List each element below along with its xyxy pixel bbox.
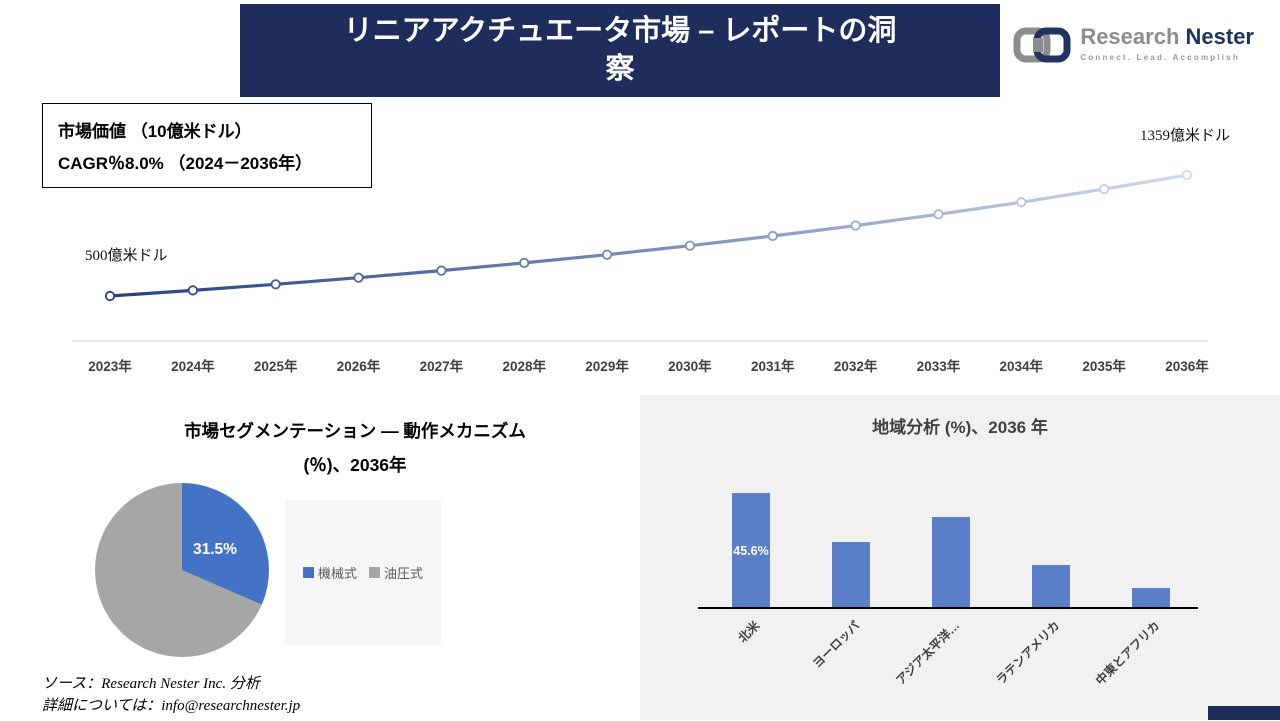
line-path bbox=[109, 173, 1188, 298]
line-marker bbox=[436, 265, 447, 276]
bar-category-label: ラテンアメリカ bbox=[993, 618, 1063, 688]
line-marker bbox=[104, 290, 116, 302]
pie-chart-title: 市場セグメンテーション ― 動作メカニズム bbox=[184, 421, 526, 441]
bar-area: 45.6% bbox=[640, 395, 1280, 608]
line-chart bbox=[72, 169, 1208, 342]
bar-category-label: 北米 bbox=[735, 618, 763, 646]
pie-chart: 31.5% bbox=[95, 483, 269, 657]
line-series bbox=[104, 169, 1193, 302]
bar-category-label: 中東とアフリカ bbox=[1093, 618, 1163, 688]
legend-swatch-icon bbox=[369, 567, 380, 578]
bar bbox=[1132, 587, 1170, 608]
bar bbox=[1032, 565, 1070, 608]
x-axis-label: 2034年 bbox=[999, 359, 1044, 374]
x-axis-label: 2026年 bbox=[336, 359, 381, 374]
legend-swatch-icon bbox=[302, 567, 314, 578]
line-marker bbox=[270, 279, 281, 290]
source-line: ソース：Research Nester Inc. 分析 bbox=[42, 676, 260, 692]
cagr-label: CAGR％8.0% （2024－2036年） bbox=[58, 154, 313, 173]
bar-data-label: 45.6% bbox=[733, 543, 769, 558]
brand-text: Research Nester Connect. Lead. Accomplis… bbox=[1080, 24, 1254, 62]
legend-label: 機械式 bbox=[317, 566, 357, 581]
details-line: 詳細については：info@researchnester.jp bbox=[42, 698, 301, 714]
pie-chart-subtitle: (％)、2036年 bbox=[303, 455, 407, 475]
x-axis-label: 2029年 bbox=[585, 359, 629, 374]
pie-data-label: 31.5% bbox=[193, 541, 237, 558]
x-axis-label: 2028年 bbox=[502, 359, 546, 374]
bar bbox=[932, 517, 970, 608]
bar: 45.6% bbox=[732, 493, 770, 608]
line-marker bbox=[1181, 169, 1193, 181]
x-axis-label: 2024年 bbox=[171, 359, 215, 374]
line-marker bbox=[187, 285, 198, 296]
bar-chart-title: 地域分析 (%)、2036 年 bbox=[872, 418, 1048, 437]
corner-accent-bar bbox=[1208, 706, 1280, 720]
brand-name-research: Research bbox=[1080, 24, 1180, 49]
x-axis-labels: 2023年 2024年 2025年 2026年 2027年 2028年 2029年 2030年… bbox=[0, 355, 1280, 377]
line-marker bbox=[767, 230, 778, 242]
brand-name: Research Nester bbox=[1080, 24, 1254, 50]
line-start-value-label: 500億米ドル bbox=[85, 248, 168, 264]
bar bbox=[832, 542, 870, 608]
bar-category-label: ヨーロッパ bbox=[809, 618, 863, 671]
line-end-value-label: 1359億米ドル bbox=[1140, 128, 1231, 144]
bar-category-label: アジア太平洋… bbox=[893, 618, 963, 688]
x-axis-label: 2032年 bbox=[833, 359, 878, 374]
regional-analysis-panel: 地域分析 (%)、2036 年 45.6% 北米 ヨーロッパ アジア太平洋… ラテンア… bbox=[640, 395, 1280, 720]
line-marker bbox=[353, 272, 364, 283]
line-marker bbox=[850, 220, 861, 231]
x-axis-label: 2030年 bbox=[668, 359, 712, 374]
x-axis-label: 2036年 bbox=[1165, 359, 1209, 374]
line-marker bbox=[601, 249, 613, 260]
legend-item: 機械式 bbox=[302, 563, 357, 582]
x-axis-label: 2023年 bbox=[88, 359, 132, 374]
pie-legend: 機械式 油圧式 bbox=[285, 500, 441, 645]
line-marker bbox=[933, 209, 944, 220]
line-marker bbox=[684, 240, 696, 251]
report-title-banner: リニアアクチュエータ市場 – レポートの洞察 bbox=[240, 4, 1000, 97]
market-value-label: 市場価値 （10億米ドル） bbox=[58, 122, 252, 141]
line-marker bbox=[1016, 197, 1027, 208]
research-nester-logo-icon bbox=[1013, 27, 1071, 63]
bar-x-axis-line bbox=[698, 607, 1198, 609]
x-axis-label: 2025年 bbox=[253, 359, 298, 374]
market-value-box: 市場価値 （10億米ドル） CAGR％8.0% （2024－2036年） bbox=[42, 103, 372, 188]
legend-item: 油圧式 bbox=[369, 563, 423, 582]
x-axis-label: 2027年 bbox=[419, 359, 464, 374]
x-axis-label: 2033年 bbox=[916, 359, 961, 374]
line-marker bbox=[1099, 183, 1110, 195]
line-marker bbox=[519, 257, 530, 268]
brand-name-nester: Nester bbox=[1185, 24, 1254, 49]
brand-tagline: Connect. Lead. Accomplish bbox=[1080, 53, 1240, 62]
page-title: リニアアクチュエータ市場 – レポートの洞察 bbox=[343, 14, 897, 85]
legend-label: 油圧式 bbox=[384, 566, 424, 581]
x-axis-label: 2035年 bbox=[1082, 359, 1126, 374]
brand-logo: Research Nester Connect. Lead. Accomplis… bbox=[1013, 24, 1254, 66]
x-axis-label: 2031年 bbox=[750, 359, 795, 374]
